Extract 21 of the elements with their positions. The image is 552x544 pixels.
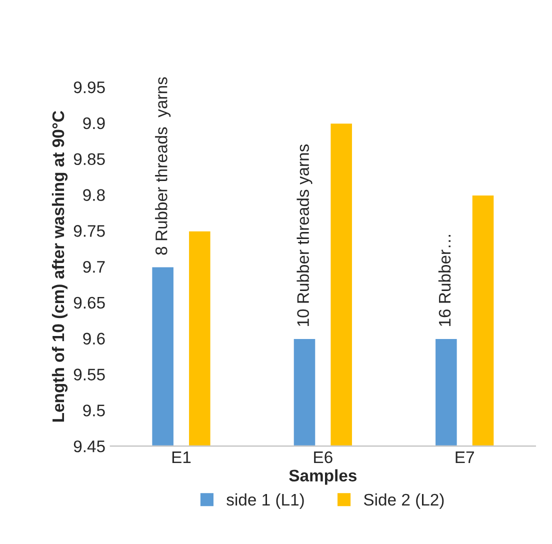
x-tick-label: E6 [314, 451, 332, 464]
legend-label: Side 2 (L2) [364, 493, 444, 509]
y-tick-label: 9.9 [83, 117, 105, 130]
y-tick-label: 9.65 [74, 296, 105, 309]
y-axis-title: Length of 10 (cm) after washing at 90°C [52, 110, 68, 422]
y-tick-label: 9.55 [74, 368, 105, 380]
y-tick-label: 9.5 [83, 404, 105, 416]
x-axis-title: Samples [289, 469, 357, 485]
annotation: 8 Rubber threads yarns [155, 77, 171, 255]
x-tick-label: E7 [456, 452, 474, 464]
annotation: 16 Rubber… [438, 235, 451, 326]
y-tick-label: 9.6 [83, 332, 105, 345]
y-tick-label: 9.8 [83, 189, 105, 201]
annotation: 10 Rubber threads yarns [296, 144, 312, 326]
x-tick-label: E1 [172, 452, 191, 464]
y-tick-label: 9.7 [83, 260, 105, 273]
y-tick-label: 9.85 [74, 153, 105, 166]
y-tick-label: 9.45 [74, 440, 105, 452]
legend-label: side 1 (L1) [226, 493, 304, 509]
y-tick-label: 9.75 [74, 225, 105, 237]
y-tick-label: 9.95 [74, 81, 105, 94]
